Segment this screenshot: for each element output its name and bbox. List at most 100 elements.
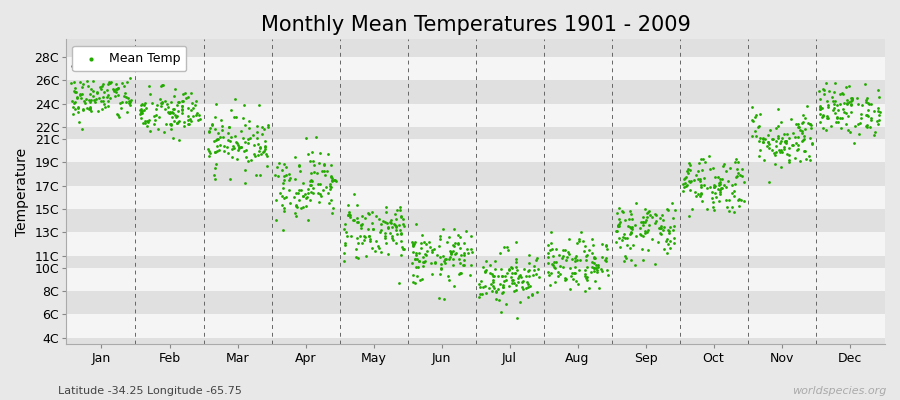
- Mean Temp: [803, 157, 817, 164]
- Mean Temp: [82, 97, 96, 103]
- Mean Temp: [71, 109, 86, 115]
- Mean Temp: [433, 233, 447, 239]
- Mean Temp: [528, 256, 543, 263]
- Mean Temp: [503, 264, 517, 270]
- Mean Temp: [804, 122, 818, 128]
- Mean Temp: [313, 191, 328, 198]
- Mean Temp: [579, 257, 593, 263]
- Mean Temp: [659, 238, 673, 244]
- Mean Temp: [301, 216, 315, 223]
- Mean Temp: [108, 86, 122, 92]
- Mean Temp: [111, 84, 125, 91]
- Mean Temp: [155, 82, 169, 88]
- Mean Temp: [871, 112, 886, 118]
- Mean Temp: [864, 115, 878, 122]
- Mean Temp: [580, 274, 595, 280]
- Mean Temp: [248, 172, 263, 178]
- Mean Temp: [293, 168, 308, 174]
- Mean Temp: [486, 282, 500, 289]
- Mean Temp: [207, 138, 221, 144]
- Mean Temp: [847, 140, 861, 146]
- Mean Temp: [354, 225, 368, 231]
- Mean Temp: [513, 299, 527, 306]
- Mean Temp: [587, 268, 601, 274]
- Mean Temp: [181, 94, 195, 100]
- Mean Temp: [257, 143, 272, 149]
- Mean Temp: [585, 264, 599, 270]
- Mean Temp: [394, 238, 409, 244]
- Mean Temp: [240, 140, 255, 146]
- Mean Temp: [312, 160, 327, 166]
- Mean Temp: [118, 90, 132, 96]
- Mean Temp: [640, 228, 654, 235]
- Mean Temp: [357, 234, 372, 241]
- Mean Temp: [464, 232, 478, 239]
- Mean Temp: [760, 138, 775, 145]
- Mean Temp: [361, 210, 375, 216]
- Text: Latitude -34.25 Longitude -65.75: Latitude -34.25 Longitude -65.75: [58, 386, 242, 396]
- Mean Temp: [572, 236, 587, 242]
- Mean Temp: [681, 170, 696, 176]
- Mean Temp: [338, 221, 353, 227]
- Mean Temp: [133, 107, 148, 113]
- Mean Temp: [82, 99, 96, 106]
- Mean Temp: [488, 257, 502, 264]
- Mean Temp: [517, 266, 531, 272]
- Mean Temp: [230, 142, 245, 148]
- Mean Temp: [594, 240, 608, 247]
- Mean Temp: [648, 261, 662, 268]
- Mean Temp: [202, 128, 216, 134]
- Mean Temp: [83, 105, 97, 111]
- Mean Temp: [860, 98, 874, 105]
- Mean Temp: [791, 142, 806, 148]
- Mean Temp: [525, 292, 539, 298]
- Mean Temp: [278, 193, 293, 200]
- Mean Temp: [479, 290, 493, 296]
- Bar: [66, 338, 885, 344]
- Mean Temp: [76, 105, 90, 112]
- Mean Temp: [320, 183, 334, 190]
- Mean Temp: [148, 112, 163, 118]
- Mean Temp: [860, 97, 874, 103]
- Mean Temp: [228, 132, 242, 139]
- Mean Temp: [732, 196, 746, 202]
- Mean Temp: [728, 159, 742, 165]
- Mean Temp: [361, 233, 375, 240]
- Mean Temp: [562, 265, 577, 271]
- Mean Temp: [374, 229, 388, 235]
- Mean Temp: [108, 80, 122, 87]
- Mean Temp: [355, 240, 369, 246]
- Mean Temp: [394, 230, 409, 236]
- Mean Temp: [212, 142, 227, 148]
- Mean Temp: [752, 152, 766, 159]
- Mean Temp: [726, 193, 741, 200]
- Mean Temp: [611, 223, 625, 229]
- Mean Temp: [722, 208, 736, 214]
- Mean Temp: [215, 122, 230, 129]
- Mean Temp: [633, 225, 647, 232]
- Mean Temp: [406, 248, 420, 255]
- Mean Temp: [337, 258, 351, 264]
- Mean Temp: [76, 81, 90, 87]
- Mean Temp: [684, 206, 698, 212]
- Mean Temp: [277, 208, 292, 214]
- Mean Temp: [255, 130, 269, 137]
- Mean Temp: [663, 224, 678, 230]
- Mean Temp: [802, 153, 816, 160]
- Mean Temp: [677, 183, 691, 190]
- Mean Temp: [256, 148, 271, 154]
- Mean Temp: [104, 78, 119, 85]
- Mean Temp: [831, 106, 845, 113]
- Mean Temp: [870, 121, 885, 128]
- Mean Temp: [491, 296, 506, 303]
- Mean Temp: [123, 99, 138, 105]
- Mean Temp: [499, 301, 513, 307]
- Mean Temp: [522, 273, 536, 280]
- Mean Temp: [111, 112, 125, 118]
- Mean Temp: [495, 290, 509, 297]
- Mean Temp: [562, 236, 576, 242]
- Mean Temp: [591, 262, 606, 268]
- Mean Temp: [505, 280, 519, 286]
- Mean Temp: [157, 128, 171, 135]
- Mean Temp: [681, 213, 696, 219]
